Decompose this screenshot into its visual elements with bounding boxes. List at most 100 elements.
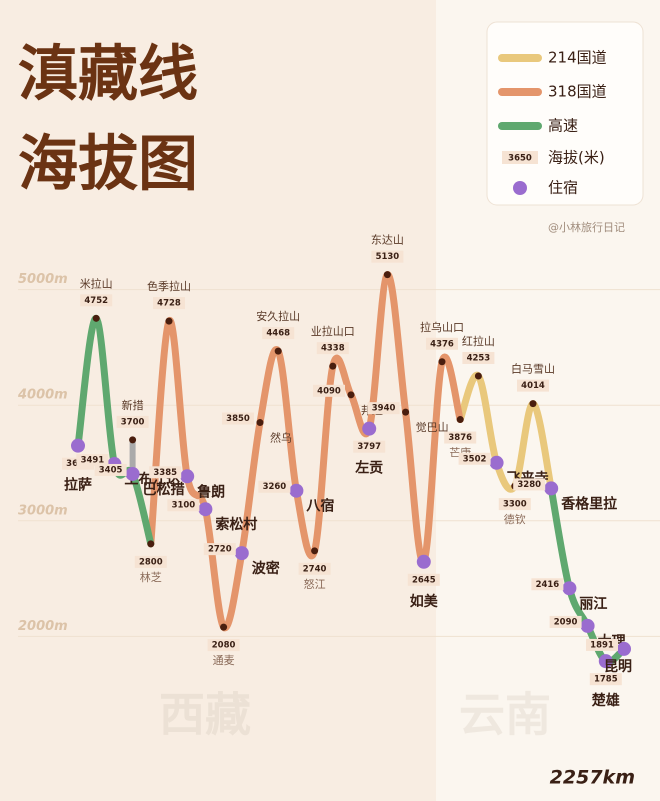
value-label: 4338 [321, 344, 345, 354]
value-box [262, 327, 295, 340]
value-box [367, 402, 400, 415]
legend-sample: 3650 [508, 154, 532, 164]
value-box [353, 440, 386, 453]
value-box [316, 342, 349, 355]
value-label: 4728 [157, 299, 181, 309]
place-label: 然乌 [270, 431, 292, 445]
value-box [498, 498, 531, 511]
value-label: 3385 [153, 468, 177, 478]
value-box [167, 499, 200, 512]
value-label: 2080 [212, 641, 236, 651]
value-label: 3797 [357, 442, 381, 452]
place-label: 新措 [122, 398, 144, 412]
place-label: 鲁朗 [196, 483, 225, 500]
place-label: 红拉山 [462, 334, 495, 348]
legend-swatch [513, 181, 527, 195]
legend-label: 高速 [548, 117, 578, 135]
place-label: 拉乌山口 [420, 320, 464, 334]
value-label: 3300 [503, 500, 527, 510]
point [529, 400, 537, 408]
lodging-point [71, 438, 85, 453]
point [311, 547, 319, 555]
value-label: 3100 [172, 501, 196, 511]
lodging-point [362, 421, 377, 436]
value-label: 1785 [594, 675, 618, 685]
route-line [147, 271, 464, 632]
lodging-point [544, 481, 559, 496]
chart-title: 海拔图 [18, 130, 198, 200]
value-label: 3876 [448, 433, 472, 443]
value-box [589, 673, 622, 686]
route-line [74, 314, 155, 548]
place-label: 波密 [252, 560, 280, 577]
chart-title: 滇藏线 [18, 40, 198, 110]
place-label: 米拉山 [80, 276, 113, 290]
value-label: 4376 [430, 339, 454, 349]
value-box [258, 480, 291, 493]
value-label: 3260 [263, 482, 287, 492]
place-label: 左贡 [354, 460, 383, 477]
value-box [134, 555, 167, 568]
point [474, 372, 482, 380]
value-box [222, 412, 254, 425]
value-box [444, 431, 477, 444]
value-label: 3940 [372, 404, 396, 414]
place-label: 丽江 [579, 595, 607, 612]
legend-label: 318国道 [548, 83, 607, 101]
value-label: 4014 [521, 381, 545, 391]
legend-swatch [502, 151, 538, 164]
value-label: 3700 [121, 417, 145, 427]
place-label: 八宿 [305, 498, 334, 515]
place-label: 业拉山口 [311, 324, 355, 338]
value-box [116, 415, 149, 428]
value-box [76, 454, 109, 467]
value-label: 5130 [376, 252, 400, 262]
place-label: 巴松措 [143, 481, 185, 498]
value-box [371, 250, 404, 263]
place-label: 德钦 [504, 512, 526, 526]
value-box [203, 543, 236, 556]
value-label: 2800 [139, 557, 163, 567]
value-box [462, 351, 495, 364]
value-label: 2645 [412, 575, 436, 585]
value-label: 2740 [303, 564, 327, 574]
value-box [517, 379, 549, 392]
value-label: 3405 [99, 465, 123, 475]
value-box [531, 578, 564, 591]
point [129, 436, 137, 444]
value-box [298, 562, 331, 575]
place-label: 拉萨 [64, 477, 92, 494]
legend-label: 海拔(米) [548, 149, 605, 167]
value-label: 2090 [554, 617, 578, 627]
lodging-point [617, 641, 631, 656]
point [147, 540, 155, 548]
lodging-point [598, 654, 613, 669]
point [256, 419, 264, 427]
place-label: 林芝 [140, 570, 162, 584]
place-label: 色季拉山 [147, 279, 191, 293]
value-label: 3280 [517, 480, 541, 490]
lodging-point [562, 581, 577, 596]
lodging-point [125, 466, 140, 481]
value-box [313, 384, 345, 397]
value-box [94, 463, 127, 476]
distance: 2257km [550, 767, 635, 789]
place-label: 通麦 [213, 654, 235, 667]
value-box [426, 337, 458, 350]
place-label: 白马雪山 [511, 362, 555, 376]
value-label: 3850 [226, 414, 250, 424]
y-tick-label: 5000m [18, 272, 68, 287]
place-label: 东达山 [371, 234, 404, 247]
value-label: 4090 [317, 386, 341, 396]
value-label: 4468 [266, 329, 290, 339]
value-box [207, 639, 240, 652]
source: @小林旅行日记 [548, 220, 625, 234]
lodging-point [234, 546, 249, 561]
point [165, 317, 173, 325]
value-box [458, 452, 491, 465]
point [383, 271, 391, 279]
point [274, 347, 282, 355]
lodging-point [289, 483, 304, 498]
value-box [149, 466, 182, 479]
lodging-point [198, 502, 213, 517]
